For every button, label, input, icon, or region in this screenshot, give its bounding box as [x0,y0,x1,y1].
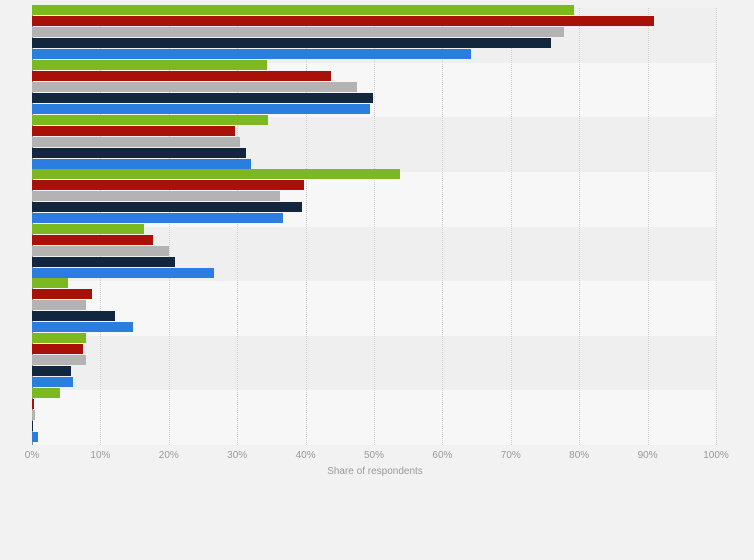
bar[interactable] [32,59,268,70]
x-axis-title: Share of respondents [0,466,754,477]
bar[interactable] [32,344,84,355]
bar-group [32,387,716,442]
bar[interactable] [32,355,87,366]
x-tick-label-80: 80% [569,450,590,461]
gridline-90 [647,8,649,445]
chart-footer [0,508,754,560]
bar[interactable] [32,267,214,278]
bar[interactable] [32,5,574,16]
x-tick-label-100: 100% [703,450,729,461]
gridline-50 [374,8,375,445]
bar-group [32,278,716,333]
x-tick-label-70: 70% [500,450,521,461]
bar[interactable] [32,333,87,344]
bar[interactable] [32,377,74,388]
gridline-60 [442,8,444,445]
bar[interactable] [32,420,33,431]
bar[interactable] [32,245,169,256]
x-tick-label-0: 0% [24,450,40,461]
bar[interactable] [32,387,61,398]
bar[interactable] [32,366,71,377]
bar[interactable] [32,70,331,81]
bar[interactable] [32,103,370,114]
bar[interactable] [32,147,247,158]
bar[interactable] [32,125,236,136]
bar[interactable] [32,398,35,409]
x-tick-label-10: 10% [90,450,111,461]
x-tick-label-90: 90% [637,450,658,461]
x-tick-label-60: 60% [432,450,453,461]
bar[interactable] [32,136,240,147]
bar[interactable] [32,81,357,92]
bar[interactable] [32,158,251,169]
plot-area [32,5,717,445]
bar[interactable] [32,213,284,224]
bar[interactable] [32,289,93,300]
gridline-30 [237,8,239,445]
bar-group [32,59,716,114]
bar[interactable] [32,256,175,267]
x-tick-label-40: 40% [295,450,316,461]
bar[interactable] [32,38,552,49]
bar[interactable] [32,16,654,27]
x-tick-label-20: 20% [158,450,179,461]
bar[interactable] [32,278,69,289]
gridline-40 [305,8,307,445]
x-tick-label-30: 30% [227,450,248,461]
bar[interactable] [32,300,87,311]
bar[interactable] [32,27,565,38]
bar-group [32,5,716,60]
bar[interactable] [32,169,400,180]
gridline-20 [168,8,170,445]
gridline-100 [716,8,717,445]
bar[interactable] [32,322,134,333]
x-tick-label-50: 50% [363,450,385,461]
bar[interactable] [32,409,36,420]
bar[interactable] [32,180,305,191]
bar-group [32,169,716,224]
bar[interactable] [32,311,115,322]
bar[interactable] [32,191,281,202]
bar[interactable] [32,114,268,125]
bar[interactable] [32,223,145,234]
gridline-80 [579,8,581,445]
bar[interactable] [32,92,374,103]
bar[interactable] [32,431,39,442]
x-axis-title-label: Share of respondents [327,466,423,477]
bar[interactable] [32,202,303,213]
gridline-70 [510,8,512,445]
bar[interactable] [32,49,472,60]
x-axis: 0% 10% 20% 30% 40% 50% 60% 70% 80% 90% 100% [0,445,754,475]
bar[interactable] [32,234,154,245]
bar-group [32,223,716,278]
bar-group [32,114,716,169]
bar-group [32,333,716,388]
